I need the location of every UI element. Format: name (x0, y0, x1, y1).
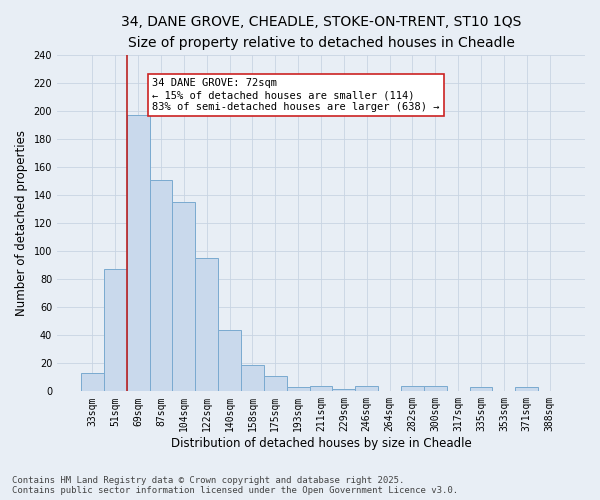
Bar (81, 373, 104, 392)
Bar (149, 180, 172, 392)
Bar (172, 202, 196, 392)
Bar (470, 387, 493, 392)
Bar (424, 386, 447, 392)
Title: 34, DANE GROVE, CHEADLE, STOKE-ON-TRENT, ST10 1QS
Size of property relative to d: 34, DANE GROVE, CHEADLE, STOKE-ON-TRENT,… (121, 15, 521, 50)
Text: 34 DANE GROVE: 72sqm
← 15% of detached houses are smaller (114)
83% of semi-deta: 34 DANE GROVE: 72sqm ← 15% of detached h… (152, 78, 440, 112)
X-axis label: Distribution of detached houses by size in Cheadle: Distribution of detached houses by size … (170, 437, 472, 450)
Text: Contains HM Land Registry data © Crown copyright and database right 2025.
Contai: Contains HM Land Registry data © Crown c… (12, 476, 458, 495)
Y-axis label: Number of detached properties: Number of detached properties (15, 130, 28, 316)
Bar (241, 364, 264, 392)
Bar (332, 388, 355, 392)
Bar (310, 386, 332, 392)
Bar (127, 115, 149, 392)
Bar (287, 387, 310, 392)
Bar (218, 330, 241, 392)
Bar (355, 386, 378, 392)
Bar (515, 387, 538, 392)
Bar (196, 258, 218, 392)
Bar (401, 386, 424, 392)
Bar (104, 270, 127, 392)
Bar (264, 376, 287, 392)
